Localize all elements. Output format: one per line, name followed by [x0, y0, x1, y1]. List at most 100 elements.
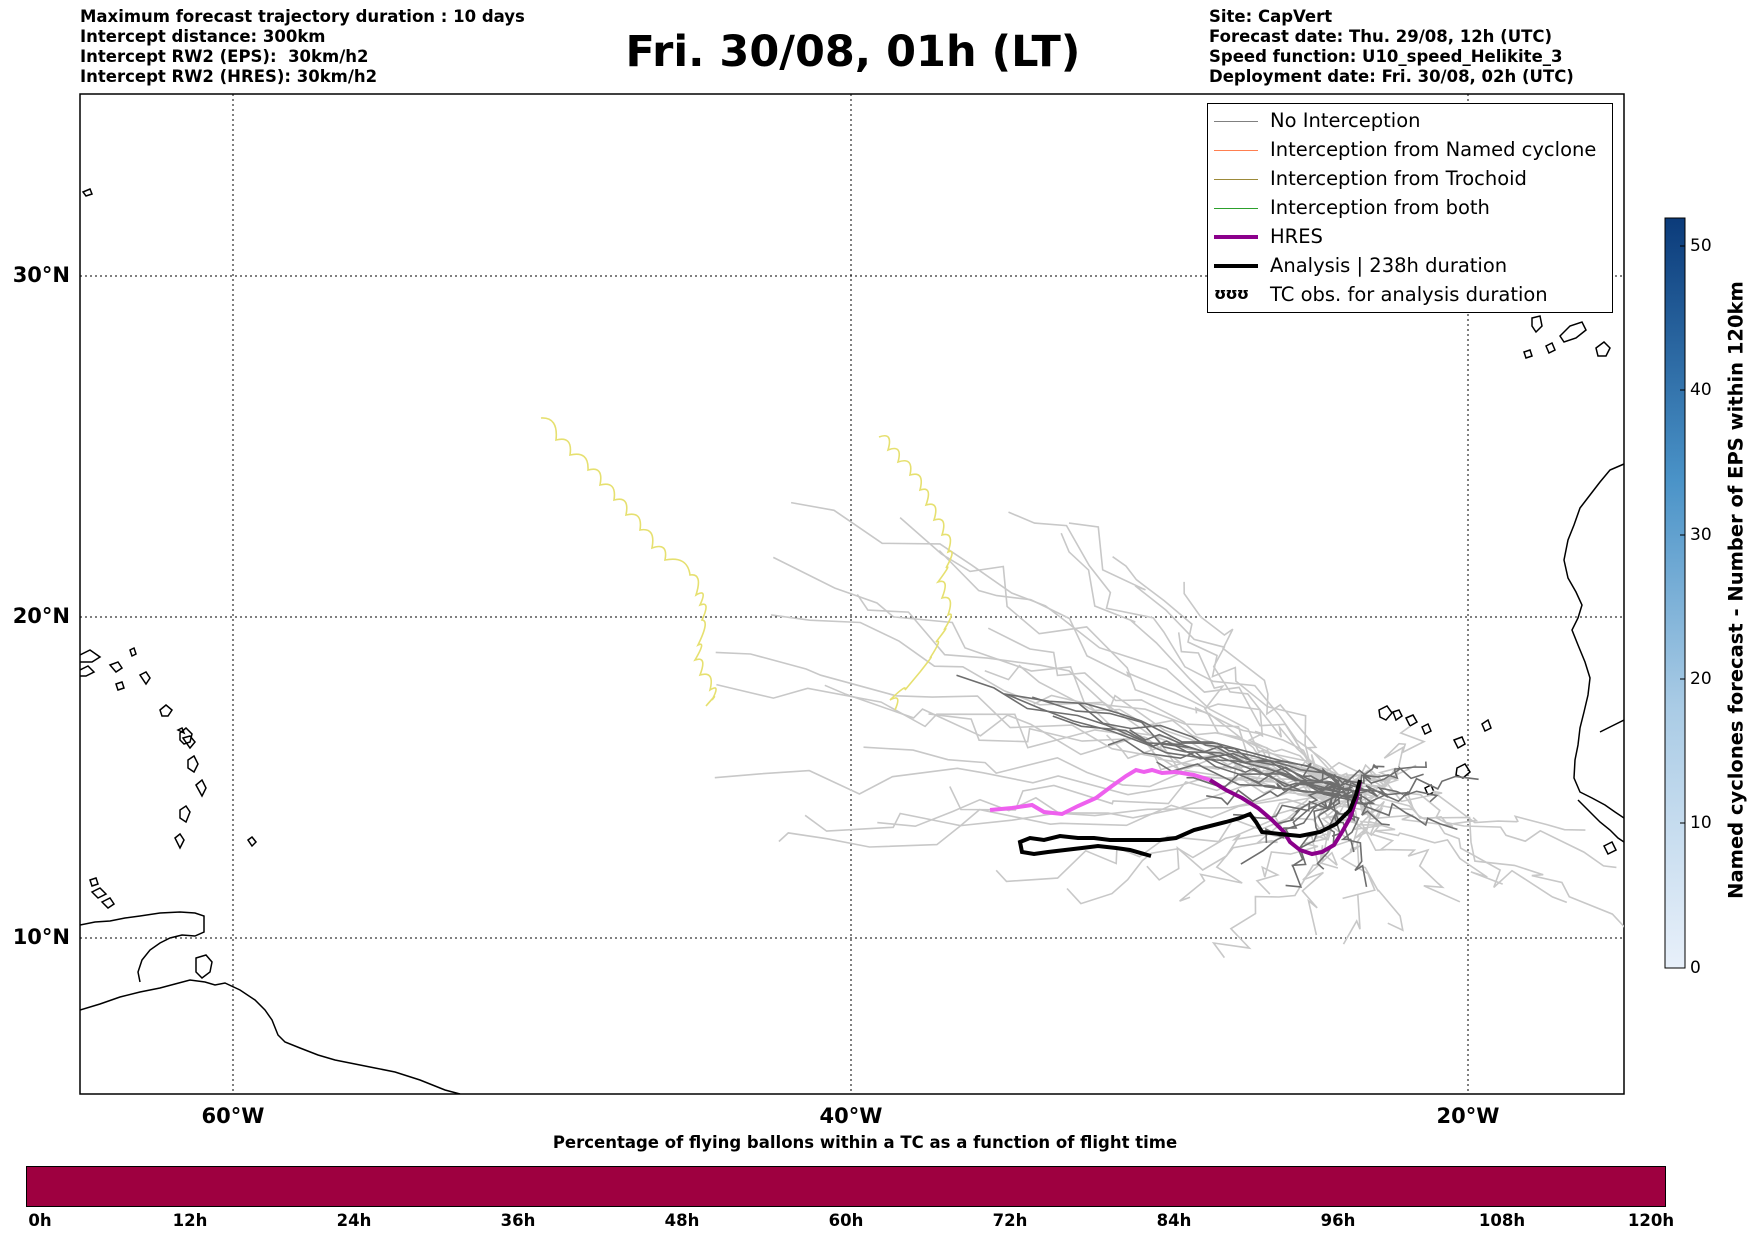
- island-windward-4: [187, 754, 199, 774]
- legend-label: Analysis | 238h duration: [1270, 254, 1508, 277]
- flight-time-tick-label: 24h: [336, 1211, 372, 1230]
- analysis-trajectory: [1017, 779, 1362, 858]
- ensemble-trajectory-light: [1146, 797, 1350, 881]
- colorbar-tick-50: 50: [1690, 236, 1712, 256]
- legend-line-swatch: [1214, 121, 1258, 122]
- legend-line-swatch: [1214, 208, 1258, 209]
- trajectories-no-interception-dark: [956, 674, 1479, 888]
- trochoid-trajectory: [540, 417, 717, 707]
- legend-label: Interception from both: [1270, 196, 1490, 219]
- island-bissagos: [1602, 840, 1618, 856]
- cyclone-symbols-icon: ʊʊʊ: [1214, 284, 1249, 303]
- legend-label: HRES: [1270, 225, 1323, 248]
- lon-label-20w: 20°W: [1436, 1104, 1500, 1128]
- island-leeward-3: [138, 671, 151, 686]
- ensemble-trajectory-light: [1301, 797, 1359, 936]
- island-barbados: [246, 835, 258, 848]
- island-windward-1: [179, 804, 191, 824]
- header-left-line: Maximum forecast trajectory duration : 1…: [80, 7, 525, 26]
- coast-venezuela-bay: [80, 911, 205, 983]
- legend-item-tc-obs: ʊʊʊ TC obs. for analysis duration: [1208, 281, 1612, 309]
- ensemble-trajectory-light: [995, 799, 1358, 883]
- trochoid-trajectory: [878, 434, 953, 711]
- legend-item-both: Interception from both: [1208, 194, 1612, 222]
- legend-line-swatch: [1214, 264, 1258, 268]
- island-guadeloupe: [179, 726, 193, 745]
- legend-item-no-interception: No Interception: [1208, 107, 1612, 135]
- island-leeward-2: [159, 704, 173, 717]
- coast-senegal: [1599, 719, 1624, 733]
- island-small-b: [90, 887, 108, 899]
- flight-time-tick-label: 60h: [828, 1211, 864, 1230]
- island-verde-1: [1378, 705, 1393, 721]
- ensemble-trajectory-dark: [1347, 797, 1458, 831]
- flight-time-tick-label: 0h: [28, 1211, 52, 1230]
- island-verde-3: [1404, 714, 1419, 728]
- island-pr-east: [80, 665, 96, 677]
- island-small-c: [100, 897, 116, 909]
- ensemble-trajectory-dark: [1195, 755, 1345, 787]
- island-canary-3: [1595, 341, 1611, 357]
- colorbar-tick-10: 10: [1690, 813, 1712, 833]
- legend-item-analysis: Analysis | 238h duration: [1208, 252, 1612, 280]
- ensemble-trajectory-light: [714, 767, 1342, 796]
- ensemble-trajectory-light: [1177, 632, 1336, 798]
- ensemble-trajectory-dark: [1162, 743, 1353, 792]
- lat-label-30n: 30°N: [12, 263, 70, 287]
- header-right-line: Forecast date: Thu. 29/08, 12h (UTC): [1209, 27, 1553, 46]
- island-canary-2: [1559, 321, 1587, 343]
- ensemble-trajectory-light: [804, 798, 1355, 832]
- island-leeward-1: [176, 726, 186, 735]
- colorbar-label: Named cyclones forecast - Number of EPS …: [1724, 281, 1748, 899]
- island-verde-6: [1481, 718, 1492, 733]
- header-right-line: Deployment date: Fri. 30/08, 02h (UTC): [1209, 67, 1574, 86]
- ensemble-trajectory-light: [938, 549, 1339, 798]
- cyclone-colorbar-ticks: [1680, 245, 1685, 824]
- coast-south-america: [80, 979, 461, 1094]
- legend-line-swatch: [1214, 150, 1258, 151]
- flight-time-tick-label: 96h: [1320, 1211, 1356, 1230]
- main-title: Fri. 30/08, 01h (LT): [625, 27, 1081, 77]
- ensemble-trajectory-light: [863, 746, 1345, 788]
- legend-item-trochoid: Interception from Trochoid: [1208, 165, 1612, 193]
- legend-line-swatch: [1214, 179, 1258, 180]
- island-bermuda: [81, 188, 93, 197]
- island-puerto-rico: [80, 649, 102, 663]
- island-leeward-4: [108, 661, 124, 673]
- legend-label: Interception from Trochoid: [1270, 167, 1527, 190]
- island-antigua: [181, 735, 196, 750]
- legend-line-swatch: [1214, 235, 1258, 239]
- header-left-line: Intercept RW2 (HRES): 30km/h2: [80, 67, 378, 86]
- lon-label-60w: 60°W: [201, 1104, 265, 1128]
- ensemble-trajectory-light: [1333, 772, 1568, 904]
- trajectories-trochoid: [540, 417, 953, 711]
- flight-time-tick-label: 84h: [1156, 1211, 1192, 1230]
- lat-label-20n: 20°N: [12, 604, 70, 628]
- ensemble-trajectory-light: [1183, 581, 1351, 795]
- header-left-line: Intercept distance: 300km: [80, 27, 326, 46]
- island-trinidad: [195, 954, 213, 979]
- colorbar-tick-30: 30: [1690, 525, 1712, 545]
- ensemble-trajectory-dark: [1273, 785, 1337, 826]
- colorbar-tick-40: 40: [1690, 380, 1712, 400]
- coastlines: [80, 188, 1624, 1094]
- island-verde-5: [1452, 736, 1466, 750]
- ensemble-trajectory-dark: [1031, 696, 1348, 800]
- flight-time-tick-label: 120h: [1627, 1211, 1675, 1230]
- island-canary-5: [1523, 349, 1533, 359]
- ensemble-trajectory-dark: [1003, 693, 1352, 783]
- legend-item-hres: HRES: [1208, 223, 1612, 251]
- map-legend: No Interception Interception from Named …: [1207, 103, 1613, 313]
- island-leeward-5: [129, 646, 137, 658]
- cyclone-colorbar: [1664, 217, 1686, 969]
- flight-time-tick-label: 48h: [664, 1211, 700, 1230]
- ensemble-trajectory-light: [949, 774, 1357, 811]
- colorbar-tick-0: 0: [1690, 958, 1701, 978]
- hres-trajectory-light: [989, 767, 1211, 817]
- ensemble-trajectory-light: [1060, 532, 1332, 794]
- ensemble-trajectory-light: [1356, 725, 1426, 783]
- island-verde-7: [1455, 763, 1471, 779]
- header-left-line: Intercept RW2 (EPS): 30km/h2: [80, 47, 369, 66]
- legend-item-named-cyclone: Interception from Named cyclone: [1208, 136, 1612, 164]
- flight-time-tick-label: 12h: [172, 1211, 208, 1230]
